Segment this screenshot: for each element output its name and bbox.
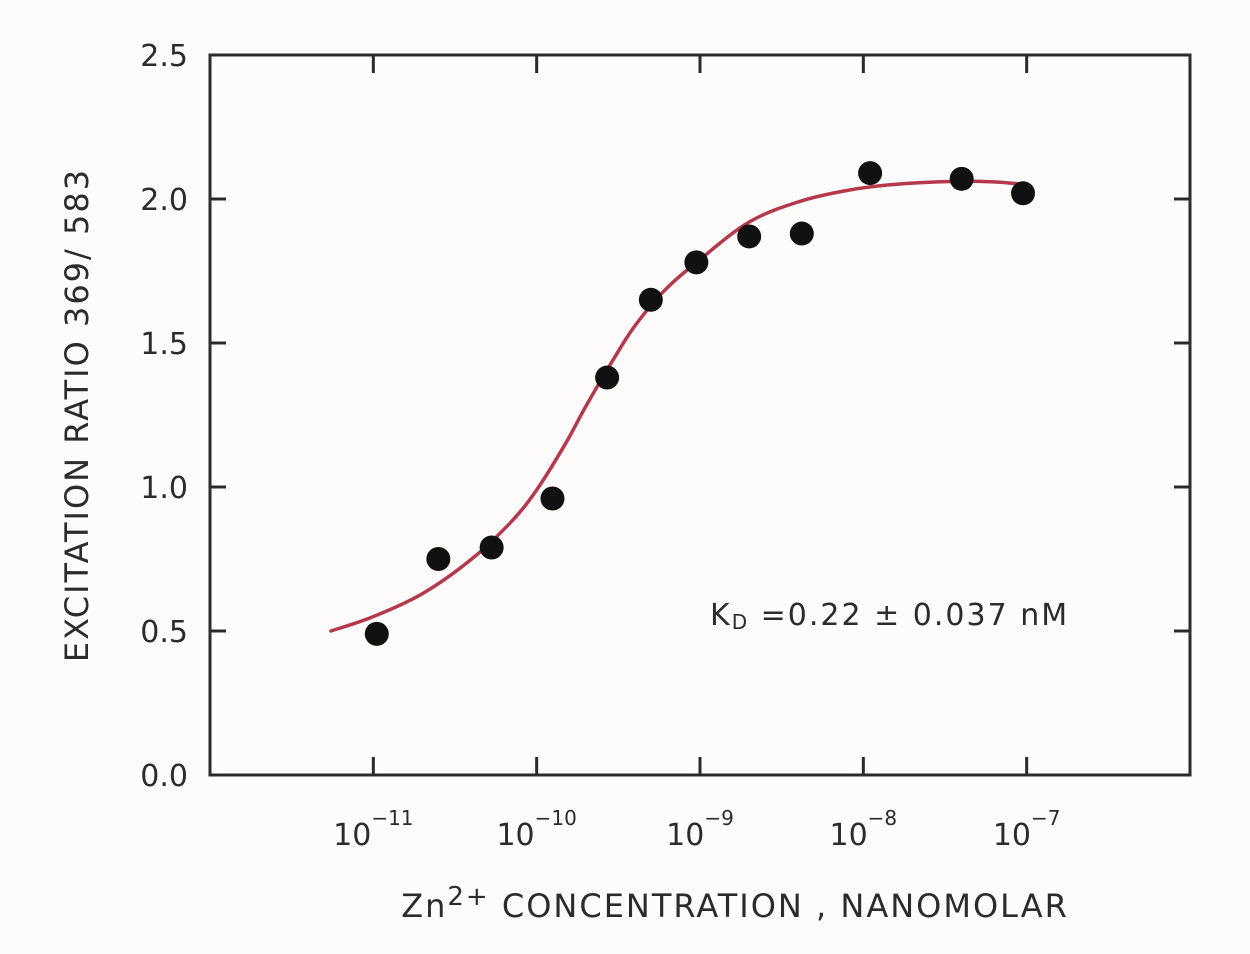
y-tick-label: 0.5 <box>140 615 188 650</box>
x-tick-label: 10−8 <box>829 806 897 853</box>
data-point <box>1011 181 1036 206</box>
x-tick-label: 10−7 <box>993 806 1061 853</box>
x-tick-exponent: −11 <box>371 806 413 830</box>
x-tick-label: 10−11 <box>333 806 413 853</box>
data-point <box>684 250 709 275</box>
kd-annotation: KD =0.22 ± 0.037 nM <box>710 598 1069 634</box>
x-tick-exponent: −9 <box>704 806 733 830</box>
y-tick-labels: 0.0 0.5 1.0 1.5 2.0 2.5 <box>140 39 188 794</box>
x-axis-label: Zn2+ CONCENTRATION , NANOMOLAR <box>401 882 1069 925</box>
data-point <box>479 535 504 560</box>
data-point <box>858 161 883 186</box>
data-point <box>364 621 389 646</box>
x-axis-label-sup: 2+ <box>447 882 489 912</box>
ticks <box>210 53 1190 777</box>
y-tick-label: 1.0 <box>140 471 188 506</box>
x-tick-base: 10 <box>333 818 371 853</box>
data-point <box>638 287 663 312</box>
data-point <box>789 221 814 246</box>
x-axis-label-pre: Zn <box>401 887 447 925</box>
kd-annotation-k: K <box>710 598 732 633</box>
x-tick-labels: 10−11 10−10 10−9 10−8 10−7 <box>333 806 1060 853</box>
plot-frame <box>208 53 1192 777</box>
y-tick-label: 0.0 <box>140 759 188 794</box>
x-tick-base: 10 <box>829 818 867 853</box>
x-tick-base: 10 <box>993 818 1031 853</box>
x-tick-base: 10 <box>666 818 704 853</box>
x-tick-base: 10 <box>496 818 534 853</box>
data-points <box>364 161 1036 646</box>
data-point <box>737 224 762 249</box>
x-tick-label: 10−9 <box>666 806 734 853</box>
y-tick-label: 2.5 <box>140 39 188 74</box>
x-tick-exponent: −10 <box>535 806 577 830</box>
kd-annotation-text: =0.22 ± 0.037 nM <box>749 598 1069 633</box>
data-point <box>595 365 620 390</box>
kd-annotation-sub: D <box>732 610 749 634</box>
fit-curve <box>329 179 1029 633</box>
data-point <box>540 486 565 511</box>
x-tick-label: 10−10 <box>496 806 576 853</box>
y-tick-label: 1.5 <box>140 327 188 362</box>
x-tick-exponent: −8 <box>868 806 897 830</box>
x-tick-exponent: −7 <box>1031 806 1060 830</box>
y-tick-label: 2.0 <box>140 183 188 218</box>
x-axis-label-post: CONCENTRATION , NANOMOLAR <box>490 887 1069 925</box>
data-point <box>949 166 974 191</box>
data-point <box>426 547 451 571</box>
y-axis-label: EXCITATION RATIO 369/ 583 <box>58 168 96 662</box>
